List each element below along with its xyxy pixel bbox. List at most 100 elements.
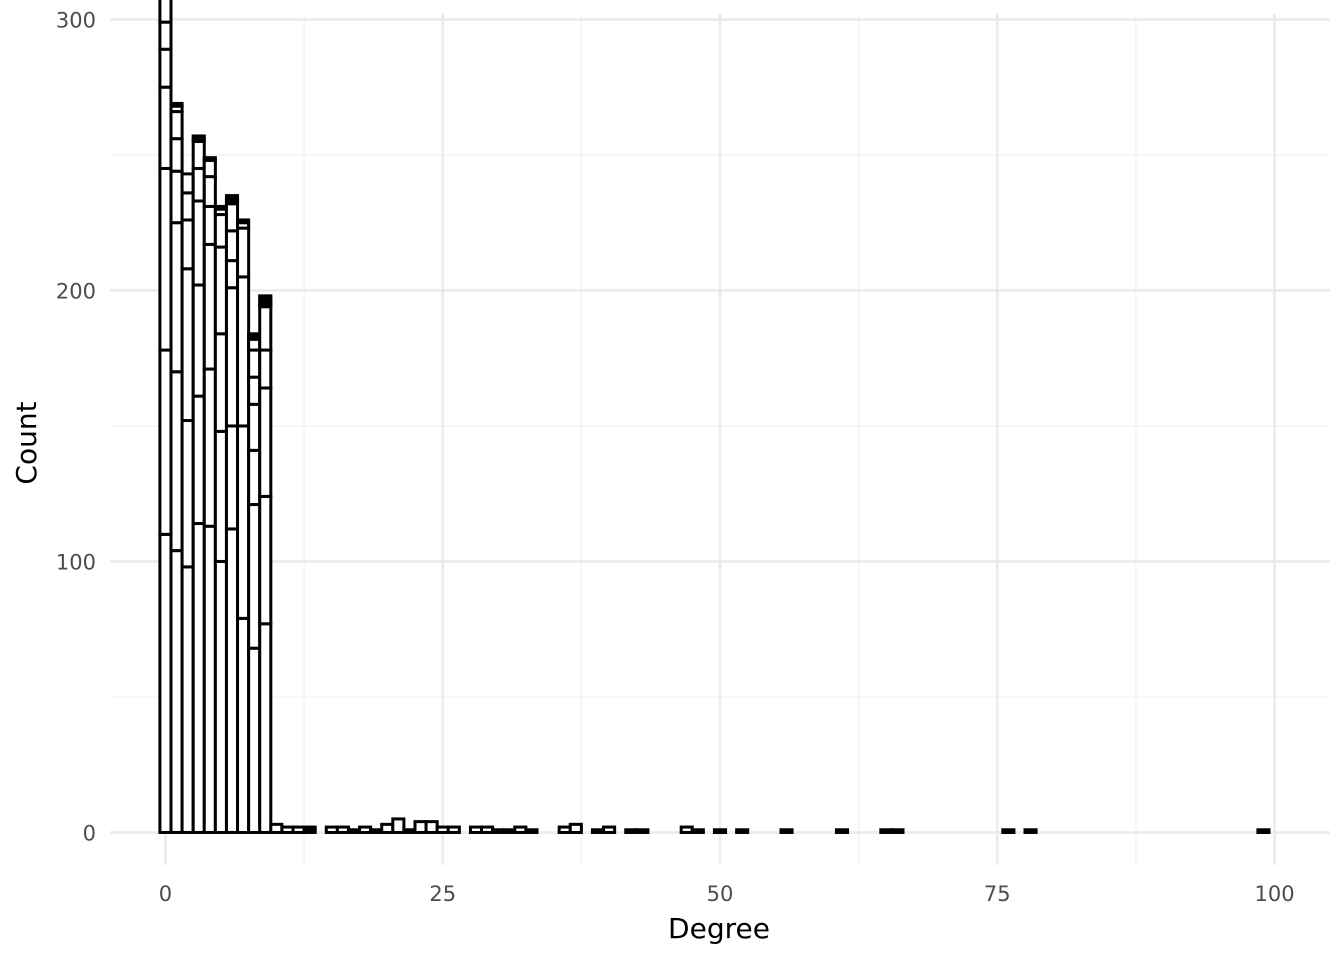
grid-lines (110, 14, 1330, 865)
histogram-bar-segment (1023, 828, 1038, 834)
histogram-bar-segment (213, 245, 228, 336)
histogram-bar-segment (180, 419, 195, 569)
histogram-bar-segment (191, 139, 206, 170)
y-tick-label: 200 (56, 279, 96, 303)
histogram-bar-segment (568, 822, 583, 834)
histogram-bar-segment (280, 825, 295, 834)
tick-labels: 0 25 50 75 100 0 100 200 300 (56, 8, 1295, 906)
histogram-bar-segment (346, 828, 362, 834)
histogram-bar-segment (169, 169, 184, 225)
histogram-bar-segment (202, 158, 217, 179)
histogram-bar-segment (169, 110, 184, 141)
y-tick-label: 100 (56, 550, 96, 574)
histogram-bar-segment (879, 828, 894, 834)
histogram-bar-segment (291, 825, 306, 834)
histogram-bar-segment (224, 194, 240, 200)
histogram-bar-segment (258, 348, 273, 390)
y-axis-title: Count (10, 401, 43, 484)
histogram-bar-segment (1256, 828, 1271, 834)
histogram-bar-segment (158, 532, 173, 834)
histogram-bar-segment (413, 820, 428, 834)
histogram-bar-segment (158, 20, 173, 51)
histogram-bar-segment (169, 549, 184, 834)
histogram-bar-segment (269, 822, 284, 834)
histogram-bar-segment (247, 448, 262, 507)
histogram-bar-segment (169, 101, 184, 108)
histogram-bar-segment (191, 522, 206, 834)
histogram-bar-segment (202, 367, 217, 528)
histogram-bar-segment (236, 424, 251, 620)
histogram-bar-segment (158, 0, 173, 24)
histogram-bar-segment (224, 259, 240, 290)
histogram-bar-segment (624, 828, 639, 834)
histogram-bar-segment (391, 817, 406, 834)
histogram-bar-segment (258, 294, 273, 301)
histogram-bar-segment (779, 828, 794, 834)
histogram-bars (158, 0, 1271, 834)
histogram-bar-segment (524, 828, 539, 834)
histogram-bar-segment (224, 527, 240, 834)
y-tick-label: 0 (83, 821, 96, 845)
histogram-bar-segment (491, 828, 506, 834)
histogram-bar-segment (213, 204, 228, 211)
histogram-bar-segment (191, 166, 206, 203)
x-tick-label: 0 (159, 882, 172, 906)
histogram-bar-segment (302, 825, 317, 832)
histogram-bar-segment (236, 616, 251, 834)
histogram-bar-segment (369, 828, 384, 834)
histogram-bar-segment (224, 202, 240, 233)
x-tick-label: 75 (984, 882, 1011, 906)
histogram-bar-segment (735, 828, 750, 834)
histogram-bar-segment (480, 825, 495, 834)
histogram-bar-segment (502, 828, 517, 834)
histogram-bar-segment (679, 825, 694, 834)
histogram-bar-segment (224, 424, 240, 531)
histogram-bar-segment (191, 394, 206, 526)
histogram-bar-segment (180, 191, 195, 222)
histogram-bar-segment (468, 825, 484, 834)
histogram-bar-segment (180, 565, 195, 834)
histogram-bar-segment (247, 332, 262, 339)
histogram-bar-segment (590, 828, 606, 834)
histogram-bar-segment (247, 503, 262, 650)
histogram-bar-segment (358, 825, 373, 834)
histogram-bar-segment (435, 825, 450, 834)
histogram-bar-segment (213, 332, 228, 433)
histogram-bar-segment (258, 386, 273, 498)
histogram-bar-segment (258, 305, 273, 352)
histogram-bar-segment (380, 822, 395, 834)
histogram-bar-segment (191, 134, 206, 141)
histogram-bar-segment (202, 175, 217, 208)
histogram-bar-segment (247, 402, 262, 452)
histogram-bar-segment (247, 337, 262, 352)
histogram-bar-segment (236, 218, 251, 225)
histogram-bar-segment (158, 348, 173, 536)
histogram-bar-segment (191, 283, 206, 398)
histogram-bar-segment (424, 820, 439, 834)
histogram-bar-segment (213, 559, 228, 834)
histogram-bar-segment (224, 286, 240, 428)
histogram-bar-segment (446, 825, 461, 834)
histogram-bar-segment (258, 622, 273, 834)
histogram-bar-segment (335, 825, 350, 834)
histogram-bar-segment (213, 213, 228, 249)
histogram-bar-segment (180, 218, 195, 271)
histogram-bar-segment (402, 828, 417, 834)
histogram-bar-segment (202, 524, 217, 834)
histogram-bar-segment (236, 226, 251, 279)
x-axis-title: Degree (668, 912, 770, 945)
histogram-bar-segment (635, 828, 650, 834)
histogram-bar-segment (602, 825, 617, 834)
histogram-bar-segment (712, 828, 728, 834)
histogram-bar-segment (180, 172, 195, 195)
histogram-bar-segment (180, 267, 195, 423)
histogram-bar-segment (202, 156, 217, 162)
histogram-bar-segment (158, 47, 173, 89)
histogram-bar-segment (557, 825, 572, 834)
histogram-bar-segment (247, 375, 262, 406)
histogram-bar-segment (158, 166, 173, 352)
histogram-bar-segment (169, 221, 184, 374)
histogram-bar-segment (169, 137, 184, 173)
histogram-bar-segment (890, 828, 905, 834)
